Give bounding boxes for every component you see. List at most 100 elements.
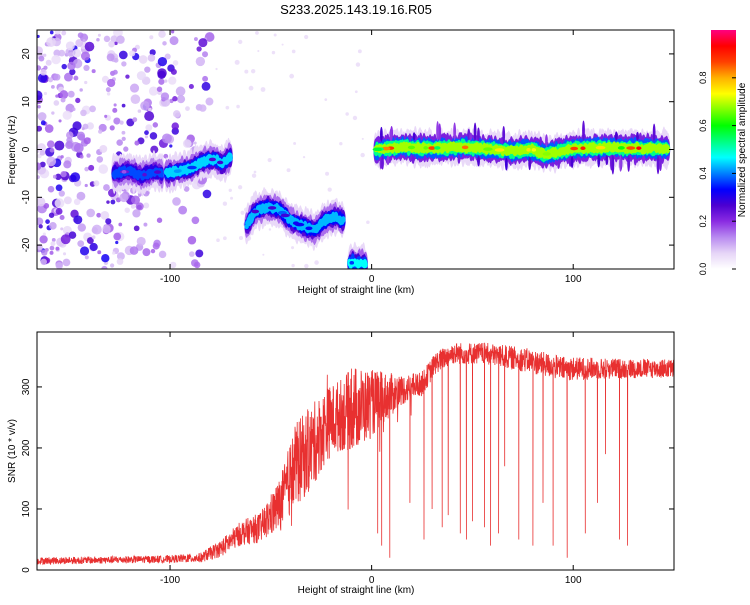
noise-blob [133, 225, 140, 232]
noise-blob [112, 107, 118, 113]
noise-blob [41, 249, 48, 256]
noise-blob [149, 35, 154, 40]
ridge-streak [502, 125, 506, 144]
ridge-streak [633, 155, 637, 166]
noise-blob [143, 202, 150, 209]
noise-blob [47, 185, 55, 193]
ridge-peak [580, 146, 586, 151]
noise-blob [289, 73, 295, 79]
noise-blob [49, 245, 55, 251]
noise-blob [40, 258, 47, 266]
noise-blob [327, 187, 332, 192]
noise-blob [281, 43, 284, 46]
noise-blob [63, 160, 72, 169]
snr-xtick-label: 100 [565, 575, 582, 586]
noise-blob [202, 75, 209, 82]
noise-blob [106, 92, 111, 96]
noise-blob [37, 112, 47, 121]
ridge-peak [372, 147, 382, 152]
noise-blob [73, 143, 84, 153]
noise-blob [136, 236, 146, 246]
noise-blob [37, 90, 43, 101]
noise-blob [54, 140, 65, 151]
noise-blob [84, 80, 88, 85]
noise-blob [172, 197, 181, 206]
noise-blob [291, 263, 295, 268]
noise-blob [144, 66, 151, 73]
noise-blob [205, 97, 214, 106]
noise-blob [50, 241, 56, 247]
noise-blob [65, 103, 75, 113]
noise-blob [70, 172, 81, 182]
noise-blob [72, 107, 76, 112]
ridge-streak [469, 132, 473, 141]
noise-blob [80, 109, 87, 117]
noise-blob [39, 150, 46, 156]
ridge-streak [545, 134, 548, 147]
noise-blob [164, 79, 168, 83]
spectrogram-xtick-label: -100 [160, 274, 180, 285]
ridge-segment [363, 261, 368, 269]
ridge-peak [531, 148, 537, 152]
snr-ytick-label: 100 [21, 500, 32, 517]
ridge-streak [557, 158, 560, 169]
snr-ylabel: SNR (10 * v/v) [7, 419, 18, 483]
noise-blob [234, 59, 240, 65]
noise-blob [54, 198, 65, 209]
noise-blob [62, 252, 67, 256]
noise-blob [81, 127, 85, 131]
noise-blob [201, 81, 211, 91]
noise-blob [113, 117, 121, 125]
snr-ytick-label: 300 [21, 378, 32, 395]
noise-blob [61, 63, 67, 70]
noise-blob [150, 248, 156, 254]
spectrogram-ylabel: Frequency (Hz) [7, 116, 18, 185]
ridge-peak [428, 146, 436, 150]
snr-series-line [37, 342, 674, 566]
ridge-peak [636, 146, 642, 150]
noise-blob [77, 240, 85, 247]
noise-blob [89, 105, 96, 113]
ridge-peak [461, 145, 469, 150]
noise-blob [193, 141, 197, 145]
noise-blob [126, 118, 135, 127]
noise-blob [152, 242, 160, 250]
noise-blob [176, 95, 186, 104]
noise-blob [116, 35, 125, 44]
ridge-peak [121, 170, 127, 174]
noise-blob [132, 117, 138, 123]
noise-blob [121, 130, 126, 135]
noise-blob [60, 97, 66, 103]
noise-blob [118, 222, 123, 227]
snr-panel: -100 0 100 0 100 200 300 Height of straight l… [7, 331, 675, 596]
noise-blob [76, 191, 86, 201]
noise-blob [109, 263, 115, 268]
snr-ytick-label: 0 [21, 567, 32, 573]
noise-blob [114, 41, 118, 46]
ridge-streak [597, 154, 601, 168]
noise-blob [268, 228, 272, 231]
noise-blob [171, 122, 179, 130]
noise-blob [170, 30, 175, 34]
noise-blob [55, 94, 59, 98]
ridge-streak [582, 120, 585, 142]
noise-blob [97, 33, 101, 37]
noise-blob [130, 195, 141, 205]
noise-blob [69, 68, 76, 76]
noise-blob [79, 88, 83, 92]
noise-blob [116, 258, 124, 265]
ridge-peak [407, 145, 416, 150]
noise-blob [204, 32, 215, 42]
noise-blob [45, 219, 50, 224]
ridge-streak [477, 155, 480, 167]
noise-blob [130, 204, 136, 209]
noise-blob [149, 132, 158, 140]
ridge-streak [473, 122, 477, 141]
noise-blob [84, 166, 89, 172]
noise-blob [163, 153, 169, 159]
noise-blob [170, 68, 177, 75]
noise-blob [67, 61, 76, 71]
noise-blob [46, 140, 55, 148]
noise-blob [91, 69, 96, 74]
noise-blob [53, 73, 61, 81]
